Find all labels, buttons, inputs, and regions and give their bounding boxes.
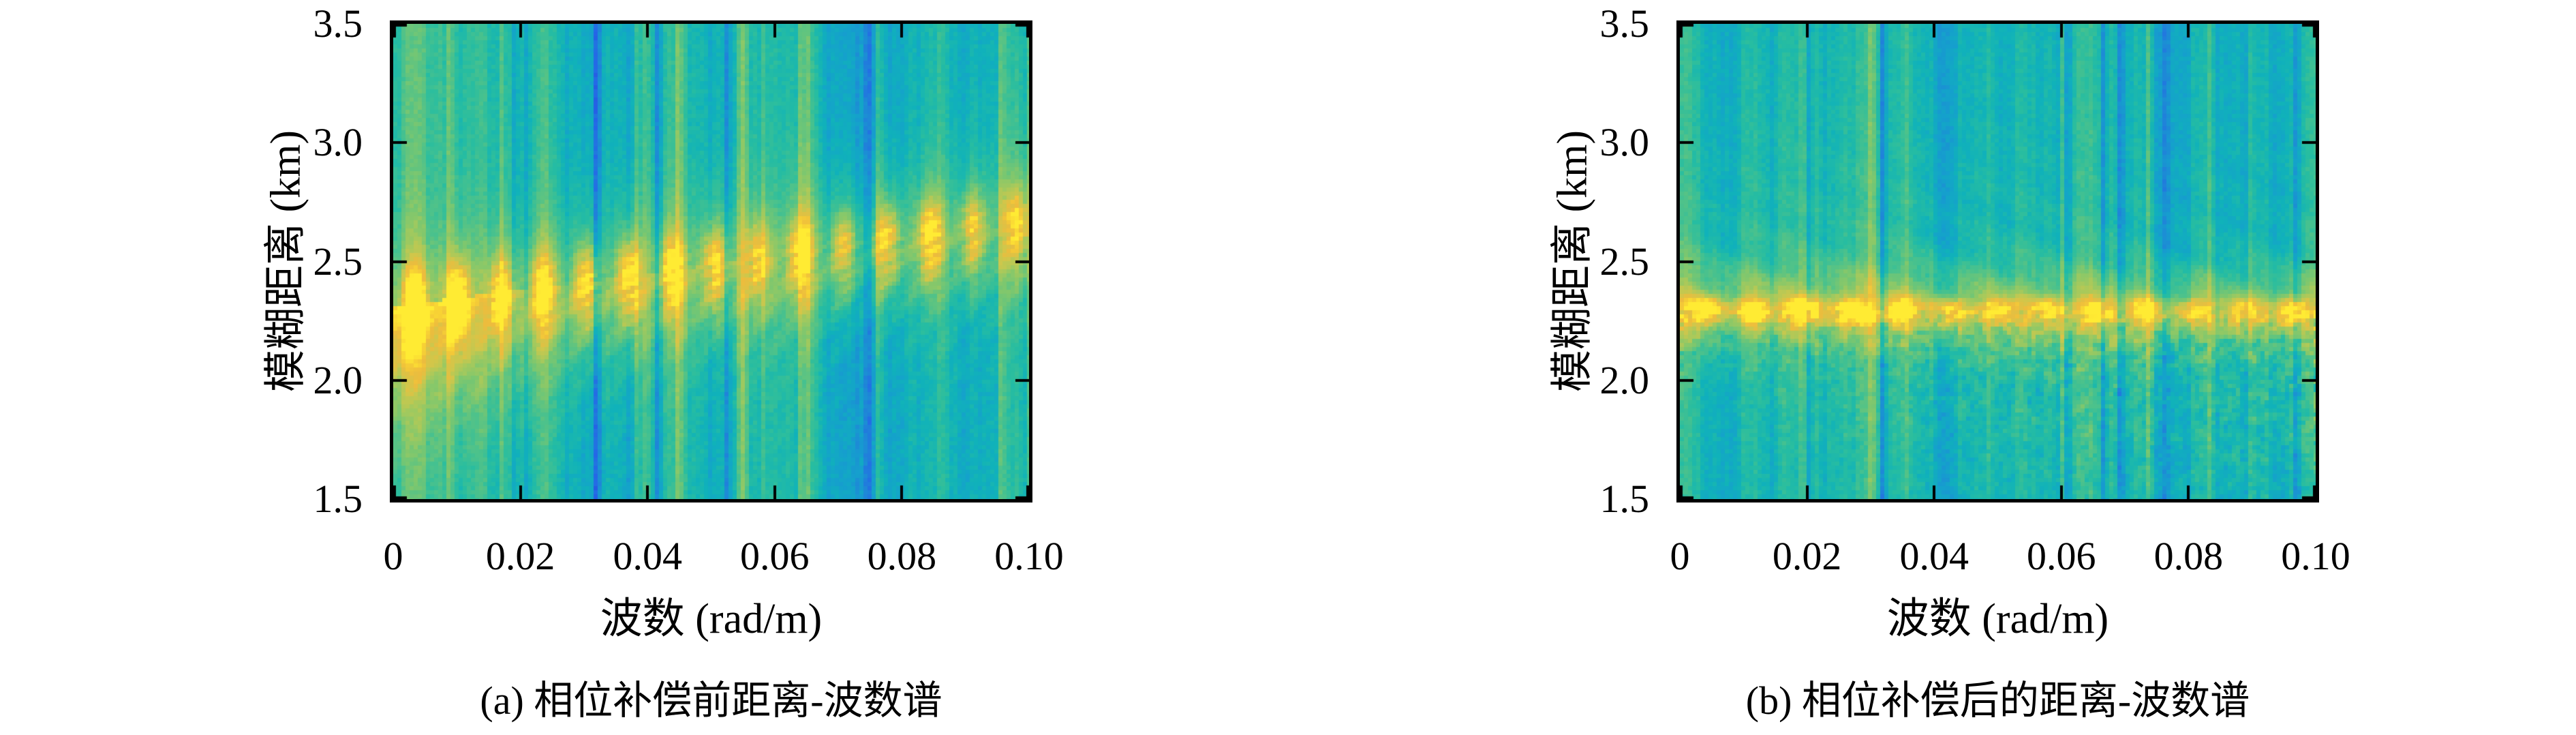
caption-a: (a) 相位补偿前距离-波数谱 <box>480 678 942 723</box>
panel-a: 模糊距离 (km) 3.5 3.0 2.5 2.0 1.5 0 0.02 0.04 0.06 0… <box>240 1 1064 723</box>
x-tick-label: 0 <box>1670 534 1690 578</box>
x-tick-label: 0.02 <box>1772 534 1842 578</box>
panel-b: 模糊距离 (km) 3.5 3.0 2.5 2.0 1.5 0 0.02 0.04 0.06 0… <box>1287 0 2575 735</box>
x-tick-label: 0.08 <box>2153 534 2224 578</box>
caption-b: (b) 相位补偿后的距离-波数谱 <box>1745 678 2250 723</box>
plot-box-b <box>1676 20 2319 502</box>
heatmap-b <box>1680 24 2316 499</box>
x-axis-label-a: 波数 (rad/m) <box>600 596 823 642</box>
x-tick-label: 0.10 <box>2281 534 2350 578</box>
x-axis-tick-labels-b: 0 0.02 0.04 0.06 0.08 0.10 <box>1670 532 2350 581</box>
x-tick-label: 0.10 <box>994 534 1064 578</box>
heatmap-a <box>393 24 1029 499</box>
x-tick-label: 0.04 <box>1899 534 1969 578</box>
y-tick-label: 3.0 <box>1599 120 1650 165</box>
y-tick-label: 2.0 <box>313 357 363 402</box>
y-tick-label: 1.5 <box>1599 477 1650 521</box>
y-tick-label: 2.5 <box>313 239 363 284</box>
y-axis-tick-labels-a: 3.5 3.0 2.5 2.0 1.5 <box>240 1 363 521</box>
y-tick-label: 2.0 <box>1599 357 1650 402</box>
x-tick-label: 0 <box>383 534 403 578</box>
x-tick-label: 0.08 <box>867 534 937 578</box>
x-axis-tick-labels-a: 0 0.02 0.04 0.06 0.08 0.10 <box>384 532 1064 581</box>
x-tick-label: 0.06 <box>740 534 810 578</box>
y-tick-label: 3.5 <box>313 1 363 46</box>
y-axis-tick-labels-b: 3.5 3.0 2.5 2.0 1.5 <box>1527 1 1650 521</box>
y-tick-label: 3.0 <box>313 120 363 165</box>
x-tick-label: 0.06 <box>2027 534 2096 578</box>
plot-box-a <box>390 20 1032 502</box>
x-tick-label: 0.04 <box>613 534 682 578</box>
x-axis-label-b: 波数 (rad/m) <box>1886 596 2109 642</box>
y-tick-label: 2.5 <box>1599 239 1650 284</box>
y-tick-label: 1.5 <box>313 477 363 521</box>
x-tick-label: 0.02 <box>485 534 555 578</box>
y-tick-label: 3.5 <box>1599 1 1650 46</box>
